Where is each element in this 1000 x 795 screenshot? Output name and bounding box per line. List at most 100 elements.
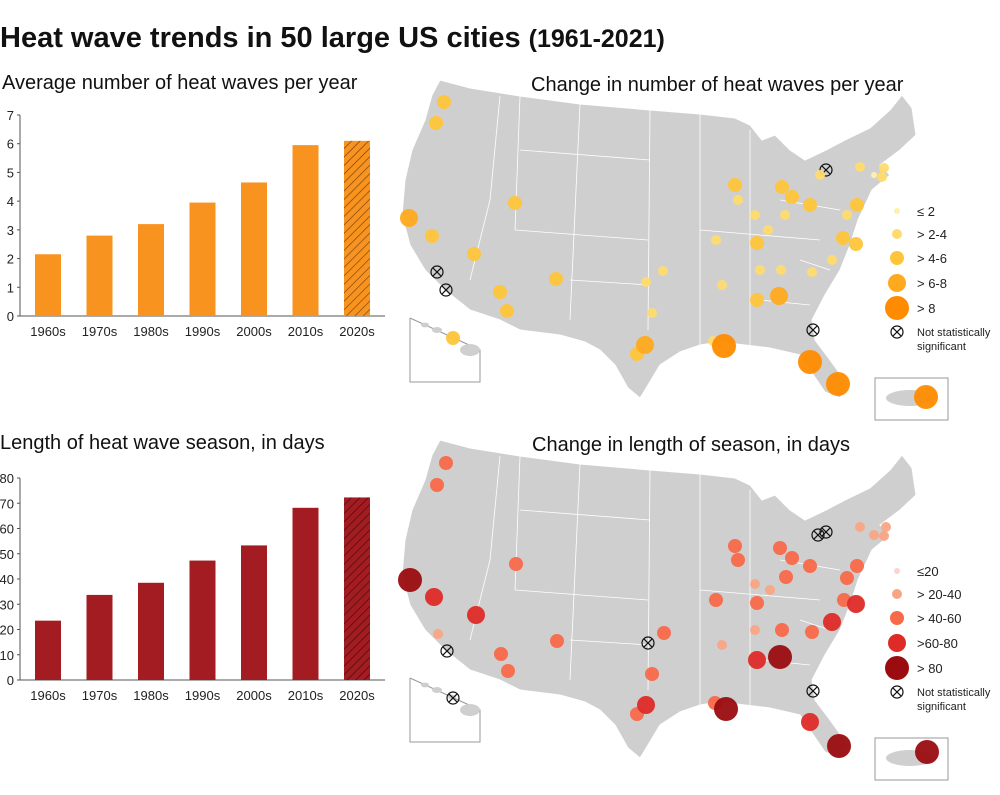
city-dot [823, 613, 841, 631]
x-tick-label: 2010s [288, 688, 324, 703]
state-border [514, 589, 649, 601]
city-dot [836, 231, 850, 245]
legend-label: > 40-60 [917, 611, 961, 626]
not-significant-icon [806, 323, 820, 337]
legend-swatch [885, 296, 909, 320]
state-border [569, 639, 651, 646]
city-dot [775, 623, 789, 637]
bar-1990s [189, 560, 216, 680]
us-map-outline [401, 439, 917, 759]
city-dot [807, 267, 817, 277]
legend-label: > 20-40 [917, 587, 961, 602]
city-dot [881, 522, 891, 532]
y-tick-label: 10 [0, 648, 14, 663]
legend-swatch [888, 634, 906, 652]
hawaii-inset-frame [409, 677, 481, 743]
puerto-rico-inset-frame [874, 737, 949, 781]
state-border [699, 229, 821, 241]
bar-2000s [241, 182, 267, 316]
legend-swatch [890, 251, 904, 265]
hawaii-island [432, 687, 442, 693]
x-tick-label: 1990s [185, 688, 221, 703]
map1-title: Change in number of heat waves per year [531, 74, 904, 96]
legend-label: > 4-6 [917, 251, 947, 266]
state-border [699, 589, 821, 601]
city-dot [855, 162, 865, 172]
map2-title: Change in length of season, in days [532, 434, 850, 456]
city-dot [785, 551, 799, 565]
legend-swatch [894, 568, 900, 574]
bar-1980s [138, 224, 164, 316]
city-dot [849, 237, 863, 251]
city-dot [840, 571, 854, 585]
y-tick-label: 2 [7, 252, 14, 267]
x-tick-label: 1990s [185, 324, 221, 339]
bar-1960s [35, 254, 61, 316]
city-dot [803, 198, 817, 212]
hawaii-island [460, 344, 480, 356]
city-dot [711, 235, 721, 245]
city-dot [815, 170, 825, 180]
legend-swatch [885, 656, 909, 680]
city-dot [775, 180, 789, 194]
city-dot [657, 626, 671, 640]
city-dot [855, 522, 865, 532]
state-border [519, 149, 651, 161]
legend-label: > 8 [917, 301, 935, 316]
city-dot [509, 557, 523, 571]
city-dot [871, 172, 877, 178]
y-tick-label: 30 [0, 597, 14, 612]
bar-chart-season-length: 0 10 20 30 40 50 60 70 80 1960s 1970s 1980s 1990s 200… [0, 471, 385, 703]
y-tick-label: 7 [7, 108, 14, 123]
x-tick-label: 2020s [339, 324, 375, 339]
city-dot [877, 172, 887, 182]
x-tick-label: 2020s [339, 688, 375, 703]
city-dot [647, 308, 657, 318]
figure-title-years: (1961-2021) [529, 25, 665, 53]
legend-swatch [892, 589, 902, 599]
y-tick-label: 50 [0, 547, 14, 562]
bar-1980s [138, 582, 164, 680]
city-dot [776, 265, 786, 275]
city-dot [467, 606, 485, 624]
city-dot [750, 236, 764, 250]
bar-2000s [241, 545, 267, 680]
y-tick-label: 5 [7, 165, 14, 180]
city-dot [827, 255, 837, 265]
state-border [647, 469, 651, 691]
chart2-title: Length of heat wave season, in days [0, 432, 325, 454]
y-tick-label: 0 [7, 673, 14, 688]
city-dot [750, 293, 764, 307]
city-dot [773, 541, 787, 555]
legend-label: > 6-8 [917, 276, 947, 291]
city-dot [550, 634, 564, 648]
x-tick-label: 2010s [288, 324, 324, 339]
city-dot [717, 280, 727, 290]
figure-title: Heat wave trends in 50 large US cities (1… [0, 22, 665, 54]
legend-label: > 80 [917, 661, 943, 676]
bar-1990s [189, 202, 216, 316]
state-border [569, 279, 651, 286]
bar-1970s [86, 235, 113, 316]
not-significant-icon [811, 528, 825, 542]
city-dot [728, 178, 742, 192]
city-dot [879, 531, 889, 541]
city-dot [501, 664, 515, 678]
state-border [519, 509, 651, 521]
not-significant-icon [890, 325, 904, 339]
bar-2020s [344, 497, 370, 680]
city-dot [798, 350, 822, 374]
city-dot [879, 163, 889, 173]
figure-title-text: Heat wave trends in 50 large US cities [0, 22, 521, 54]
city-dot [728, 539, 742, 553]
city-dot [750, 210, 760, 220]
city-dot [467, 247, 481, 261]
not-significant-icon [819, 525, 833, 539]
legend-not-significant: Not statistically [917, 687, 991, 699]
x-tick-label: 1980s [133, 324, 169, 339]
x-tick-label: 1970s [82, 688, 118, 703]
city-dot [430, 478, 444, 492]
city-dot [493, 285, 507, 299]
city-dot [717, 640, 727, 650]
